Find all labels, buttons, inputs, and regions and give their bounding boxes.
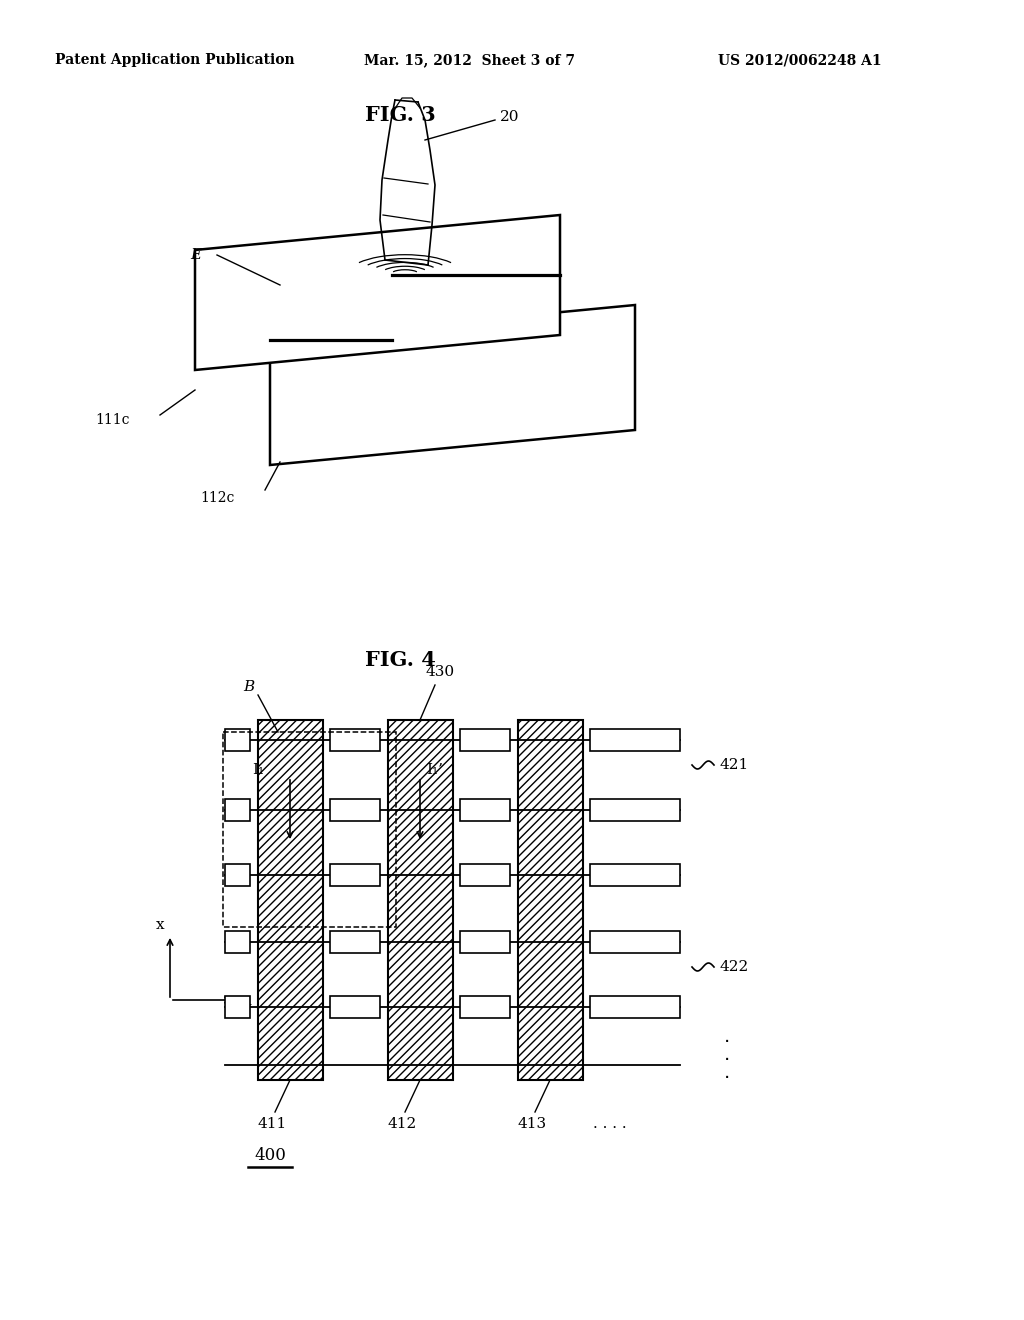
Text: .: .: [724, 1064, 730, 1082]
Polygon shape: [270, 305, 635, 465]
Text: E: E: [190, 248, 201, 261]
Text: 400: 400: [254, 1147, 286, 1163]
Text: Mar. 15, 2012  Sheet 3 of 7: Mar. 15, 2012 Sheet 3 of 7: [365, 53, 575, 67]
Polygon shape: [195, 215, 560, 370]
Bar: [388, 719, 453, 1080]
Bar: [223, 733, 396, 927]
Text: US 2012/0062248 A1: US 2012/0062248 A1: [718, 53, 882, 67]
Bar: [330, 997, 380, 1018]
Bar: [590, 931, 680, 953]
Text: I₁: I₁: [252, 763, 264, 777]
Bar: [590, 865, 680, 886]
Text: y: y: [242, 1001, 251, 1015]
Text: 412: 412: [387, 1117, 417, 1131]
Text: FIG. 4: FIG. 4: [365, 649, 435, 671]
Bar: [330, 865, 380, 886]
Bar: [460, 931, 510, 953]
Bar: [225, 729, 250, 751]
Text: . . . .: . . . .: [593, 1117, 627, 1131]
Bar: [225, 997, 250, 1018]
Text: FIG. 3: FIG. 3: [365, 106, 435, 125]
Text: 422: 422: [720, 960, 750, 974]
Bar: [330, 799, 380, 821]
Text: 111c: 111c: [95, 413, 129, 426]
Text: 411: 411: [257, 1117, 287, 1131]
Text: I₁’: I₁’: [426, 763, 443, 777]
Text: 413: 413: [517, 1117, 547, 1131]
Bar: [460, 997, 510, 1018]
Bar: [225, 799, 250, 821]
Text: 430: 430: [425, 665, 454, 678]
Bar: [225, 865, 250, 886]
Bar: [330, 729, 380, 751]
Text: .: .: [724, 1027, 730, 1047]
Text: 421: 421: [720, 758, 750, 772]
Bar: [590, 729, 680, 751]
Bar: [330, 931, 380, 953]
Bar: [590, 997, 680, 1018]
Bar: [460, 799, 510, 821]
Bar: [518, 719, 583, 1080]
Bar: [590, 799, 680, 821]
Bar: [258, 719, 323, 1080]
Text: 112c: 112c: [200, 491, 234, 506]
Text: 20: 20: [500, 110, 519, 124]
Text: Patent Application Publication: Patent Application Publication: [55, 53, 295, 67]
Bar: [225, 931, 250, 953]
Text: x: x: [156, 917, 165, 932]
Bar: [460, 729, 510, 751]
Text: .: .: [724, 1045, 730, 1064]
Text: B: B: [243, 680, 254, 694]
Bar: [460, 865, 510, 886]
